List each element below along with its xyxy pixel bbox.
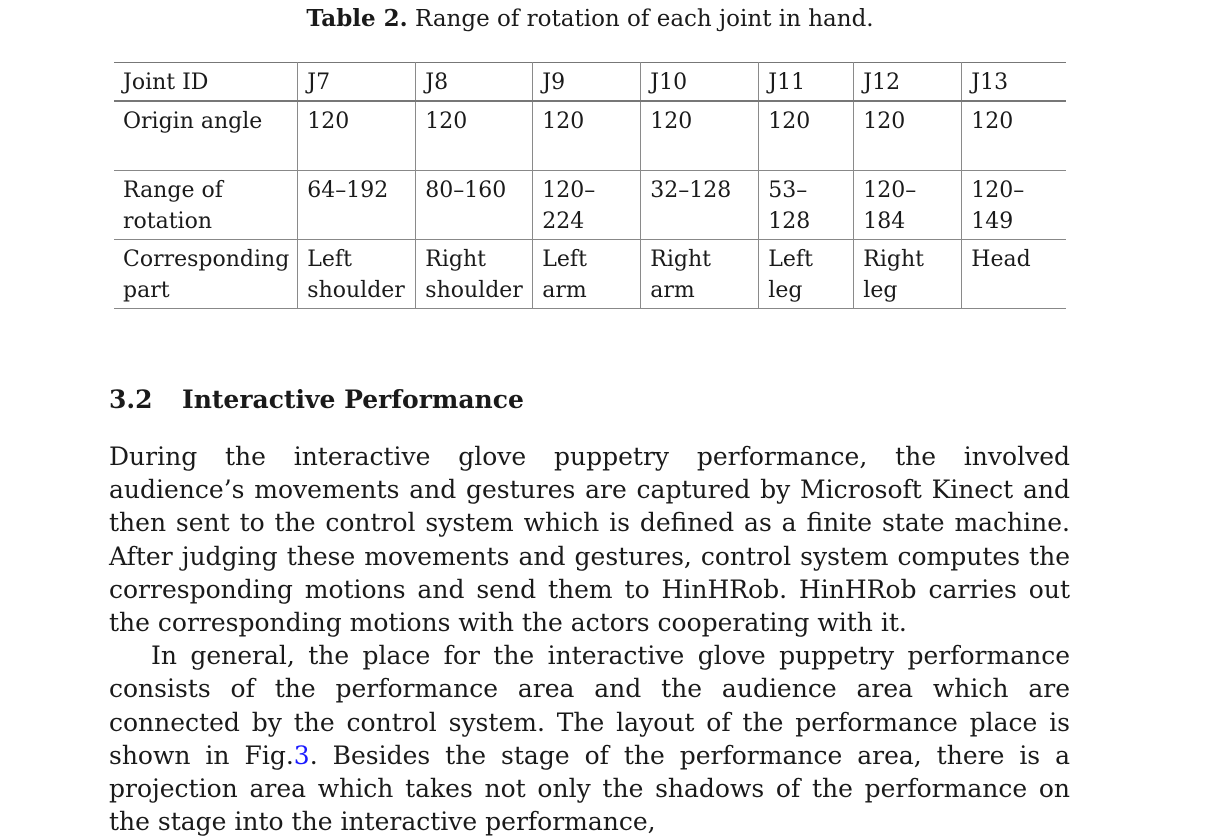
header-cell: J8 (415, 62, 533, 101)
table-cell: 120 (853, 101, 962, 171)
header-cell: J13 (961, 62, 1066, 101)
header-cell: J9 (532, 62, 641, 101)
header-cell: J11 (758, 62, 854, 101)
header-cell: Joint ID (123, 70, 209, 95)
table-cell: 80–160 (415, 170, 533, 240)
row-label: Origin angle (123, 109, 263, 134)
row-label: Corresponding part (123, 247, 290, 303)
section-heading: 3.2 Interactive Performance (109, 383, 524, 417)
row-label: Range of rotation (123, 178, 223, 234)
table-cell: Left arm (532, 239, 641, 309)
table-header-row: Joint ID J7 J8 J9 J10 J11 J12 J13 (114, 62, 1066, 101)
table-cell: 120 (532, 101, 641, 171)
table-cell: 120 (415, 101, 533, 171)
table-caption: Table 2. Range of rotation of each joint… (0, 4, 1180, 34)
paragraph: During the interactive glove puppetry pe… (109, 442, 1070, 638)
table-cell: Right arm (640, 239, 759, 309)
paragraph-text: In general, the place for the interactiv… (109, 641, 1070, 770)
header-cell: J12 (853, 62, 962, 101)
table-row: Corresponding part Left shoulder Right s… (114, 239, 1066, 309)
section-number: 3.2 (109, 385, 153, 414)
table-cell: Head (961, 239, 1066, 309)
header-cell: J10 (640, 62, 759, 101)
paragraph: In general, the place for the interactiv… (109, 639, 1070, 838)
table-cell: Left shoulder (297, 239, 416, 309)
table-row: Range of rotation 64–192 80–160 120–224 … (114, 170, 1066, 240)
header-cell: J7 (297, 62, 416, 101)
table-cell: 53–128 (758, 170, 854, 240)
body-text: During the interactive glove puppetry pe… (109, 440, 1070, 838)
table-cell: 120 (297, 101, 416, 171)
table-cell: 32–128 (640, 170, 759, 240)
table-cell: Right shoulder (415, 239, 533, 309)
section-title: Interactive Performance (182, 385, 524, 414)
table-cell: 120 (758, 101, 854, 171)
joint-rotation-table: Joint ID J7 J8 J9 J10 J11 J12 J13 Origin… (114, 62, 1066, 309)
table-cell: 120 (961, 101, 1066, 171)
table-cell: 120–149 (961, 170, 1066, 240)
table-cell: Left leg (758, 239, 854, 309)
table-cell: 120–184 (853, 170, 962, 240)
table-cell: 120 (640, 101, 759, 171)
figure-reference-link[interactable]: 3 (293, 740, 310, 770)
table-caption-text: Range of rotation of each joint in hand. (415, 6, 874, 32)
table-cell: 64–192 (297, 170, 416, 240)
table-row: Origin angle 120 120 120 120 120 120 120 (114, 101, 1066, 171)
table-cell: Right leg (853, 239, 962, 309)
table-caption-label: Table 2. (306, 5, 408, 32)
table-cell: 120–224 (532, 170, 641, 240)
